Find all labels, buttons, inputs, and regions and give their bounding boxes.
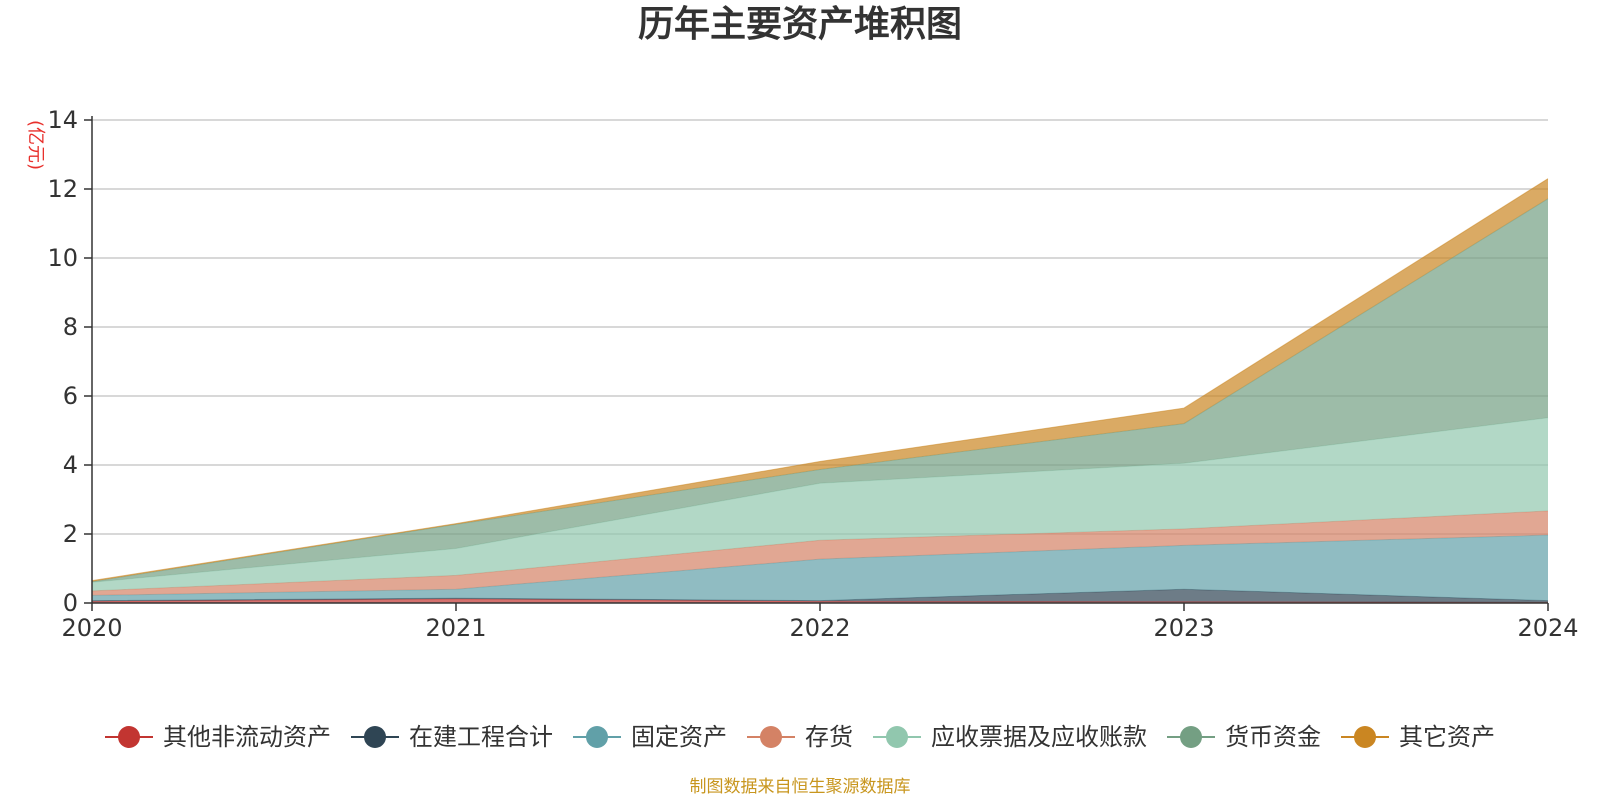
axes: 0 2 4 6 8 10 12 14 2020 2021 2022 2023 2024 bbox=[47, 106, 1578, 642]
gridlines bbox=[92, 119, 1548, 535]
y-tick-label: 2 bbox=[63, 520, 78, 548]
legend-item-6[interactable]: 其它资产 bbox=[1341, 723, 1495, 751]
area-series-6-edge bbox=[91, 178, 1549, 582]
y-tick-label: 6 bbox=[63, 382, 78, 410]
legend-label: 货币资金 bbox=[1225, 723, 1321, 751]
x-tick-label: 2023 bbox=[1153, 614, 1214, 642]
area-series-3 bbox=[92, 510, 1548, 596]
legend-label: 其他非流动资产 bbox=[163, 723, 331, 751]
legend-label: 存货 bbox=[805, 723, 853, 751]
x-tick-label: 2022 bbox=[789, 614, 850, 642]
legend-label: 其它资产 bbox=[1399, 723, 1495, 751]
y-tick-label: 10 bbox=[47, 244, 78, 272]
legend-item-3[interactable]: 存货 bbox=[747, 723, 853, 751]
legend-circle-marker bbox=[886, 726, 908, 748]
legend-circle-marker bbox=[760, 726, 782, 748]
legend-circle-marker bbox=[364, 726, 386, 748]
area-series-5 bbox=[92, 198, 1548, 583]
data-source-note: 制图数据来自恒生聚源数据库 bbox=[690, 777, 911, 797]
area-series-1 bbox=[92, 589, 1548, 603]
legend-circle-marker bbox=[118, 726, 140, 748]
legend-circle-marker bbox=[586, 726, 608, 748]
x-tick-label: 2024 bbox=[1517, 614, 1578, 642]
legend-item-5[interactable]: 货币资金 bbox=[1167, 723, 1321, 751]
legend-item-0[interactable]: 其他非流动资产 bbox=[105, 723, 331, 751]
legend-label: 应收票据及应收账款 bbox=[931, 723, 1147, 751]
y-tick-label: 12 bbox=[47, 175, 78, 203]
y-tick-label: 0 bbox=[63, 589, 78, 617]
legend-circle-marker bbox=[1180, 726, 1202, 748]
y-tick-label: 4 bbox=[63, 451, 78, 479]
y-axis-unit-label: (亿元) bbox=[25, 120, 46, 170]
legend[interactable]: 其他非流动资产 在建工程合计 固定资产 存货 应收票据及应收账款 货币资金 其它资产 bbox=[105, 723, 1495, 751]
area-series-4 bbox=[92, 417, 1548, 591]
x-tick-label: 2020 bbox=[61, 614, 122, 642]
area-series-2 bbox=[92, 535, 1548, 601]
y-tick-label: 8 bbox=[63, 313, 78, 341]
legend-circle-marker bbox=[1354, 726, 1376, 748]
legend-item-2[interactable]: 固定资产 bbox=[573, 723, 727, 751]
legend-item-1[interactable]: 在建工程合计 bbox=[351, 723, 553, 751]
legend-label: 固定资产 bbox=[631, 723, 727, 751]
x-tick-label: 2021 bbox=[425, 614, 486, 642]
legend-item-4[interactable]: 应收票据及应收账款 bbox=[873, 723, 1147, 751]
area-series-layer bbox=[91, 178, 1549, 603]
legend-label: 在建工程合计 bbox=[409, 723, 553, 751]
y-tick-label: 14 bbox=[47, 106, 78, 134]
chart-title: 历年主要资产堆积图 bbox=[638, 4, 962, 45]
